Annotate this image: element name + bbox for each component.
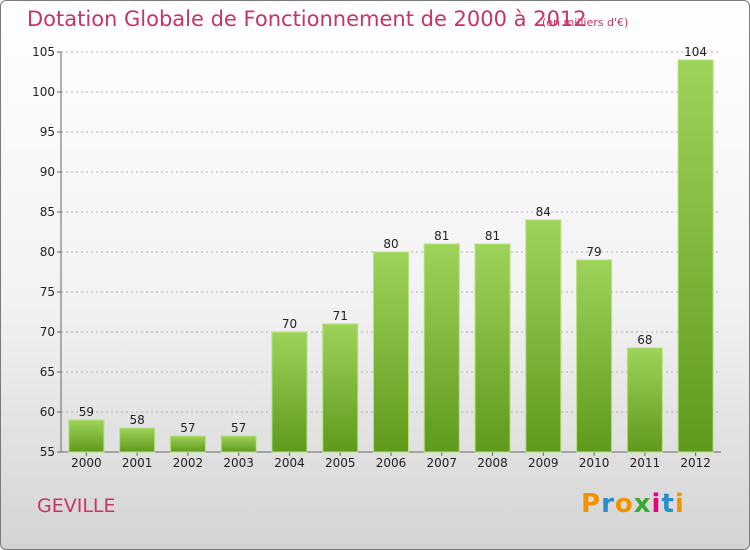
y-tick-label: 90 bbox=[40, 165, 55, 179]
x-tick-label: 2005 bbox=[325, 456, 356, 470]
logo-letter: i bbox=[651, 489, 662, 519]
logo-letter: i bbox=[674, 489, 685, 519]
bar-2006 bbox=[373, 251, 409, 453]
y-tick-label: 95 bbox=[40, 125, 55, 139]
bar-2011 bbox=[626, 347, 663, 453]
logo-letter: P bbox=[581, 489, 602, 519]
y-tick-label: 75 bbox=[40, 285, 55, 299]
logo-letter: r bbox=[601, 489, 615, 519]
x-tick-label: 2001 bbox=[122, 456, 153, 470]
bar-2008 bbox=[474, 243, 511, 453]
x-tick-label: 2009 bbox=[528, 456, 559, 470]
value-label: 84 bbox=[536, 205, 551, 219]
value-label: 79 bbox=[586, 245, 601, 259]
logo-letter: t bbox=[661, 489, 675, 519]
y-tick-label: 65 bbox=[40, 365, 55, 379]
x-tick-label: 2000 bbox=[71, 456, 102, 470]
bar-2004 bbox=[271, 331, 308, 453]
y-tick-label: 55 bbox=[40, 445, 55, 459]
labels: 55 60 65 70 75 80 85 90 95 100 105 59 2000 58 2001 57 20… bbox=[32, 45, 711, 470]
x-tick-label: 2004 bbox=[274, 456, 305, 470]
y-tick-label: 70 bbox=[40, 325, 55, 339]
value-label: 57 bbox=[231, 421, 246, 435]
bar-2007 bbox=[423, 243, 460, 453]
y-tick-label: 80 bbox=[40, 245, 55, 259]
commune-name: GEVILLE bbox=[37, 495, 116, 517]
bar-2000 bbox=[68, 419, 105, 453]
value-label: 80 bbox=[383, 237, 398, 251]
bar-2010 bbox=[576, 259, 613, 453]
logo-letter: o bbox=[614, 489, 634, 519]
logo-letter: x bbox=[633, 489, 652, 519]
value-label: 71 bbox=[333, 309, 348, 323]
y-tick-label: 85 bbox=[40, 205, 55, 219]
x-tick-label: 2002 bbox=[173, 456, 204, 470]
bar-2002 bbox=[169, 435, 206, 453]
chart-subtitle: (en milliers d'€) bbox=[542, 16, 629, 29]
value-label: 58 bbox=[130, 413, 145, 427]
x-tick-label: 2007 bbox=[426, 456, 457, 470]
y-tick-label: 60 bbox=[40, 405, 55, 419]
value-label: 70 bbox=[282, 317, 297, 331]
value-label: 81 bbox=[434, 229, 449, 243]
x-tick-label: 2003 bbox=[223, 456, 254, 470]
bar-2005 bbox=[322, 323, 359, 453]
value-label: 81 bbox=[485, 229, 500, 243]
proxiti-logo[interactable]: Proxiti bbox=[581, 489, 685, 519]
bar-2003 bbox=[220, 435, 257, 453]
x-tick-label: 2012 bbox=[680, 456, 711, 470]
value-label: 57 bbox=[180, 421, 195, 435]
y-tick-label: 105 bbox=[32, 45, 55, 59]
value-label: 68 bbox=[637, 333, 652, 347]
bar-2012 bbox=[677, 59, 714, 453]
bars bbox=[68, 59, 714, 453]
x-tick-label: 2008 bbox=[477, 456, 508, 470]
value-label: 104 bbox=[684, 45, 707, 59]
y-tick-label: 100 bbox=[32, 85, 55, 99]
chart-title: Dotation Globale de Fonctionnement de 20… bbox=[27, 7, 587, 31]
bar-2001 bbox=[119, 427, 156, 453]
bar-2009 bbox=[525, 219, 562, 453]
x-tick-label: 2011 bbox=[630, 456, 661, 470]
x-tick-label: 2010 bbox=[579, 456, 610, 470]
x-tick-label: 2006 bbox=[376, 456, 407, 470]
value-label: 59 bbox=[79, 405, 94, 419]
